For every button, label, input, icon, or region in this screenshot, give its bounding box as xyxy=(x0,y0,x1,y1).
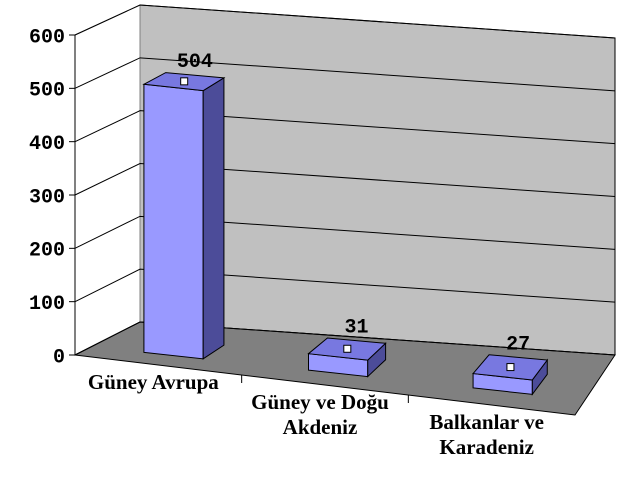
data-label: 504 xyxy=(177,51,213,74)
data-label: 31 xyxy=(344,317,368,340)
bar-marker xyxy=(343,344,352,353)
bar-front xyxy=(143,83,204,360)
x-tick-label: Güney Avrupa xyxy=(87,370,219,394)
y-tick-label: 0 xyxy=(53,346,65,369)
side-wall xyxy=(74,4,141,356)
x-tick-label: Balkanlar ve Karadeniz xyxy=(429,410,544,459)
grid-line xyxy=(74,215,616,250)
y-tick-label: 400 xyxy=(29,133,65,156)
grid-line xyxy=(74,321,616,356)
bar xyxy=(142,72,226,360)
bar xyxy=(472,354,549,396)
x-tick-label: Güney ve Doğu Akdeniz xyxy=(251,390,389,439)
y-tick-label: 200 xyxy=(29,240,65,263)
y-tick-label: 300 xyxy=(29,186,65,209)
grid-line xyxy=(74,57,616,92)
bar-marker xyxy=(180,77,189,86)
grid-line xyxy=(74,4,616,39)
bar xyxy=(307,337,387,378)
y-tick-label: 500 xyxy=(29,80,65,103)
grid-line xyxy=(74,268,616,303)
grid-line xyxy=(74,162,616,197)
y-tick-label: 100 xyxy=(29,293,65,316)
y-tick-label: 600 xyxy=(29,26,65,49)
bar-side xyxy=(202,76,225,360)
bar-marker xyxy=(506,363,515,372)
grid-line xyxy=(74,110,616,145)
data-label: 27 xyxy=(506,333,530,356)
